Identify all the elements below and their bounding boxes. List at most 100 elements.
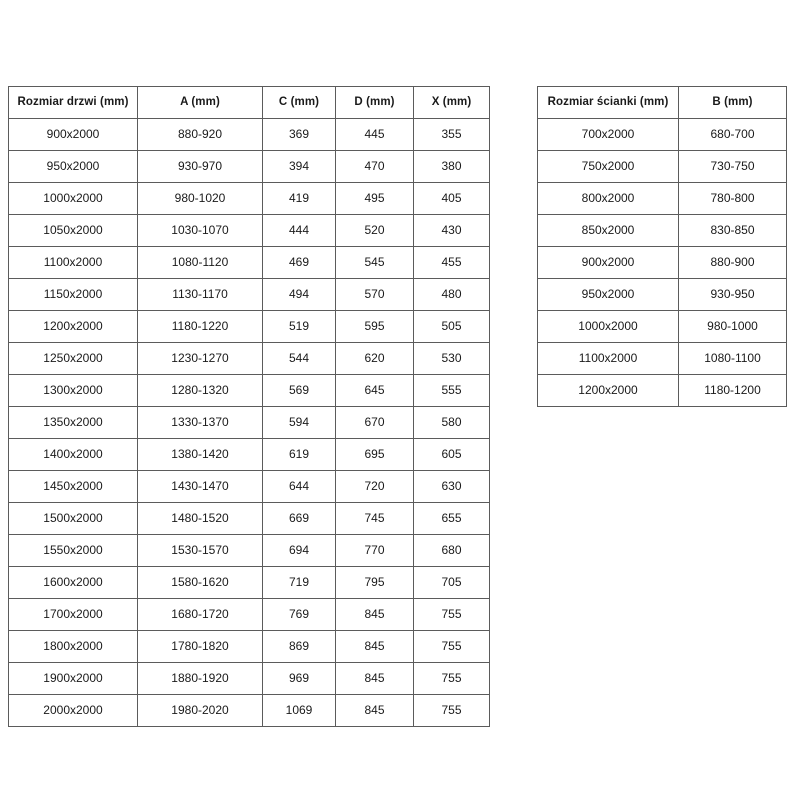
table-row: 1700x2000 1680-1720 769 845 755 bbox=[8, 598, 490, 631]
cell-door-size: 950x2000 bbox=[8, 150, 138, 183]
cell-d: 845 bbox=[335, 598, 414, 631]
table-row: 2000x2000 1980-2020 1069 845 755 bbox=[8, 694, 490, 727]
cell-x: 505 bbox=[413, 310, 490, 343]
cell-c: 719 bbox=[262, 566, 336, 599]
cell-wall-size: 1000x2000 bbox=[537, 310, 679, 343]
cell-d: 745 bbox=[335, 502, 414, 535]
cell-x: 355 bbox=[413, 118, 490, 151]
column-header-a: A (mm) bbox=[137, 86, 263, 119]
cell-x: 755 bbox=[413, 630, 490, 663]
cell-x: 555 bbox=[413, 374, 490, 407]
cell-c: 619 bbox=[262, 438, 336, 471]
table-row: 1150x2000 1130-1170 494 570 480 bbox=[8, 278, 490, 311]
cell-c: 669 bbox=[262, 502, 336, 535]
cell-x: 755 bbox=[413, 694, 490, 727]
cell-door-size: 1600x2000 bbox=[8, 566, 138, 599]
cell-x: 755 bbox=[413, 662, 490, 695]
table-row: 1900x2000 1880-1920 969 845 755 bbox=[8, 662, 490, 695]
cell-a: 1430-1470 bbox=[137, 470, 263, 503]
cell-d: 845 bbox=[335, 694, 414, 727]
table-row: 750x2000 730-750 bbox=[537, 150, 787, 183]
cell-a: 1130-1170 bbox=[137, 278, 263, 311]
cell-c: 644 bbox=[262, 470, 336, 503]
cell-door-size: 1200x2000 bbox=[8, 310, 138, 343]
column-header-door-size: Rozmiar drzwi (mm) bbox=[8, 86, 138, 119]
column-header-d: D (mm) bbox=[335, 86, 414, 119]
cell-door-size: 1550x2000 bbox=[8, 534, 138, 567]
door-table-body: 900x2000 880-920 369 445 355 950x2000 930-970 3… bbox=[8, 118, 490, 727]
cell-door-size: 1450x2000 bbox=[8, 470, 138, 503]
cell-b: 1180-1200 bbox=[678, 374, 787, 407]
cell-c: 419 bbox=[262, 182, 336, 215]
table-row: 1000x2000 980-1000 bbox=[537, 310, 787, 343]
cell-x: 705 bbox=[413, 566, 490, 599]
cell-c: 369 bbox=[262, 118, 336, 151]
cell-c: 594 bbox=[262, 406, 336, 439]
cell-c: 769 bbox=[262, 598, 336, 631]
cell-door-size: 1300x2000 bbox=[8, 374, 138, 407]
table-row: 1800x2000 1780-1820 869 845 755 bbox=[8, 630, 490, 663]
cell-a: 1330-1370 bbox=[137, 406, 263, 439]
cell-a: 1530-1570 bbox=[137, 534, 263, 567]
cell-x: 530 bbox=[413, 342, 490, 375]
cell-b: 780-800 bbox=[678, 182, 787, 215]
wall-size-table: Rozmiar ścianki (mm) B (mm) 700x2000 680-… bbox=[537, 86, 787, 407]
cell-b: 1080-1100 bbox=[678, 342, 787, 375]
cell-door-size: 1000x2000 bbox=[8, 182, 138, 215]
cell-door-size: 1800x2000 bbox=[8, 630, 138, 663]
cell-d: 520 bbox=[335, 214, 414, 247]
cell-door-size: 1150x2000 bbox=[8, 278, 138, 311]
cell-c: 544 bbox=[262, 342, 336, 375]
table-row: 950x2000 930-950 bbox=[537, 278, 787, 311]
cell-a: 1080-1120 bbox=[137, 246, 263, 279]
cell-a: 1230-1270 bbox=[137, 342, 263, 375]
cell-d: 495 bbox=[335, 182, 414, 215]
cell-x: 430 bbox=[413, 214, 490, 247]
column-header-b: B (mm) bbox=[678, 86, 787, 119]
cell-a: 1780-1820 bbox=[137, 630, 263, 663]
cell-a: 880-920 bbox=[137, 118, 263, 151]
table-row: 1450x2000 1430-1470 644 720 630 bbox=[8, 470, 490, 503]
wall-table-header: Rozmiar ścianki (mm) B (mm) bbox=[537, 86, 787, 119]
cell-door-size: 2000x2000 bbox=[8, 694, 138, 727]
column-header-c: C (mm) bbox=[262, 86, 336, 119]
cell-d: 670 bbox=[335, 406, 414, 439]
cell-door-size: 1700x2000 bbox=[8, 598, 138, 631]
cell-wall-size: 1200x2000 bbox=[537, 374, 679, 407]
cell-x: 680 bbox=[413, 534, 490, 567]
cell-wall-size: 950x2000 bbox=[537, 278, 679, 311]
wall-table-body: 700x2000 680-700 750x2000 730-750 800x2000 78… bbox=[537, 118, 787, 407]
cell-d: 720 bbox=[335, 470, 414, 503]
cell-wall-size: 700x2000 bbox=[537, 118, 679, 151]
cell-a: 1180-1220 bbox=[137, 310, 263, 343]
cell-d: 595 bbox=[335, 310, 414, 343]
cell-d: 545 bbox=[335, 246, 414, 279]
cell-d: 570 bbox=[335, 278, 414, 311]
cell-c: 869 bbox=[262, 630, 336, 663]
cell-d: 620 bbox=[335, 342, 414, 375]
cell-b: 980-1000 bbox=[678, 310, 787, 343]
cell-a: 1880-1920 bbox=[137, 662, 263, 695]
table-row: 1200x2000 1180-1200 bbox=[537, 374, 787, 407]
cell-x: 480 bbox=[413, 278, 490, 311]
table-row: 1300x2000 1280-1320 569 645 555 bbox=[8, 374, 490, 407]
cell-x: 630 bbox=[413, 470, 490, 503]
cell-door-size: 1050x2000 bbox=[8, 214, 138, 247]
cell-x: 380 bbox=[413, 150, 490, 183]
table-row: 900x2000 880-900 bbox=[537, 246, 787, 279]
cell-door-size: 900x2000 bbox=[8, 118, 138, 151]
cell-wall-size: 850x2000 bbox=[537, 214, 679, 247]
cell-a: 1480-1520 bbox=[137, 502, 263, 535]
cell-b: 730-750 bbox=[678, 150, 787, 183]
cell-d: 770 bbox=[335, 534, 414, 567]
cell-b: 680-700 bbox=[678, 118, 787, 151]
table-row: 1400x2000 1380-1420 619 695 605 bbox=[8, 438, 490, 471]
cell-wall-size: 750x2000 bbox=[537, 150, 679, 183]
cell-door-size: 1500x2000 bbox=[8, 502, 138, 535]
cell-x: 755 bbox=[413, 598, 490, 631]
cell-c: 969 bbox=[262, 662, 336, 695]
cell-x: 455 bbox=[413, 246, 490, 279]
cell-a: 930-970 bbox=[137, 150, 263, 183]
cell-door-size: 1400x2000 bbox=[8, 438, 138, 471]
